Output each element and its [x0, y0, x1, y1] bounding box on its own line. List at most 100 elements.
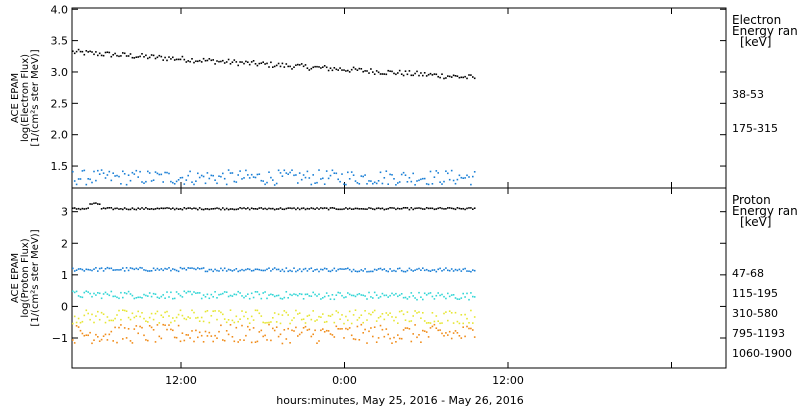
- data-point: [187, 267, 189, 269]
- data-point: [112, 172, 114, 174]
- data-point: [160, 173, 163, 176]
- data-point: [427, 336, 430, 338]
- data-point: [214, 291, 216, 293]
- data-point: [312, 174, 314, 176]
- data-point: [389, 70, 391, 72]
- data-point: [327, 270, 330, 272]
- data-point: [123, 173, 126, 175]
- data-point: [129, 293, 132, 295]
- data-point: [431, 74, 434, 76]
- data-point: [412, 172, 414, 175]
- data-point: [191, 208, 193, 210]
- data-point: [389, 173, 391, 176]
- data-point: [106, 51, 109, 53]
- data-point: [387, 333, 389, 336]
- data-point: [458, 76, 461, 79]
- data-point: [256, 208, 259, 210]
- data-point: [83, 270, 86, 272]
- data-point: [247, 174, 249, 176]
- legend-entry-115-195: 115-195: [732, 287, 778, 300]
- data-point: [137, 56, 139, 58]
- data-point: [185, 179, 188, 181]
- data-point: [312, 270, 314, 272]
- data-point: [423, 292, 426, 295]
- data-point: [439, 294, 441, 297]
- data-point: [318, 315, 320, 318]
- data-point: [352, 208, 355, 210]
- data-point: [443, 208, 445, 210]
- data-point: [372, 335, 374, 338]
- data-point: [379, 295, 382, 298]
- data-point: [181, 208, 184, 211]
- data-point: [295, 174, 297, 176]
- data-point: [308, 69, 311, 71]
- y-axis-label-p1: ACE EPAM: [10, 73, 21, 123]
- data-point: [72, 50, 74, 52]
- data-point: [466, 325, 468, 328]
- data-point: [368, 270, 370, 273]
- data-point: [291, 68, 293, 70]
- data-point: [229, 309, 232, 311]
- data-point: [85, 334, 88, 336]
- data-point: [347, 69, 349, 72]
- data-point: [260, 297, 263, 300]
- data-point: [139, 296, 141, 299]
- data-point: [452, 179, 455, 182]
- data-point: [375, 182, 378, 185]
- data-point: [102, 270, 105, 272]
- data-point: [156, 324, 159, 326]
- data-point: [287, 314, 289, 316]
- data-point: [254, 309, 257, 312]
- data-point: [250, 341, 253, 344]
- data-point: [204, 296, 207, 298]
- data-point: [210, 315, 213, 317]
- data-point: [308, 314, 311, 317]
- data-point: [170, 321, 172, 324]
- y-tick-label-p2: 2: [61, 237, 68, 250]
- data-point: [160, 55, 163, 58]
- data-point: [216, 318, 218, 321]
- data-point: [289, 171, 291, 174]
- data-point: [304, 176, 307, 179]
- data-point: [137, 176, 139, 178]
- data-point: [145, 339, 147, 341]
- data-point: [122, 338, 124, 340]
- data-point: [470, 270, 472, 273]
- data-point: [472, 76, 474, 78]
- data-point: [89, 269, 91, 271]
- data-point: [435, 270, 438, 273]
- data-point: [150, 54, 153, 56]
- data-point: [135, 56, 138, 58]
- data-point: [216, 60, 218, 62]
- data-point: [391, 342, 393, 344]
- x-tick-label: 12:00: [492, 374, 524, 387]
- data-point: [248, 328, 251, 331]
- data-point: [183, 267, 186, 270]
- data-point: [231, 336, 234, 338]
- data-point: [462, 207, 464, 210]
- data-point: [183, 339, 186, 342]
- data-point: [106, 207, 109, 209]
- data-point: [404, 319, 407, 321]
- data-point: [316, 268, 318, 271]
- data-point: [212, 310, 214, 312]
- data-point: [239, 207, 241, 209]
- data-point: [148, 56, 151, 59]
- data-point: [123, 207, 126, 209]
- data-point: [429, 270, 432, 272]
- data-point: [254, 268, 257, 271]
- data-point: [214, 310, 216, 312]
- data-point: [458, 268, 461, 271]
- data-point: [79, 296, 82, 298]
- data-point: [425, 322, 428, 324]
- data-point: [202, 175, 205, 178]
- data-point: [343, 183, 345, 185]
- data-point: [245, 268, 247, 271]
- data-point: [433, 73, 436, 75]
- data-point: [91, 342, 93, 345]
- data-point: [335, 310, 338, 312]
- data-point: [402, 270, 405, 273]
- data-point: [464, 296, 466, 298]
- data-point: [160, 314, 163, 317]
- data-point: [466, 317, 468, 320]
